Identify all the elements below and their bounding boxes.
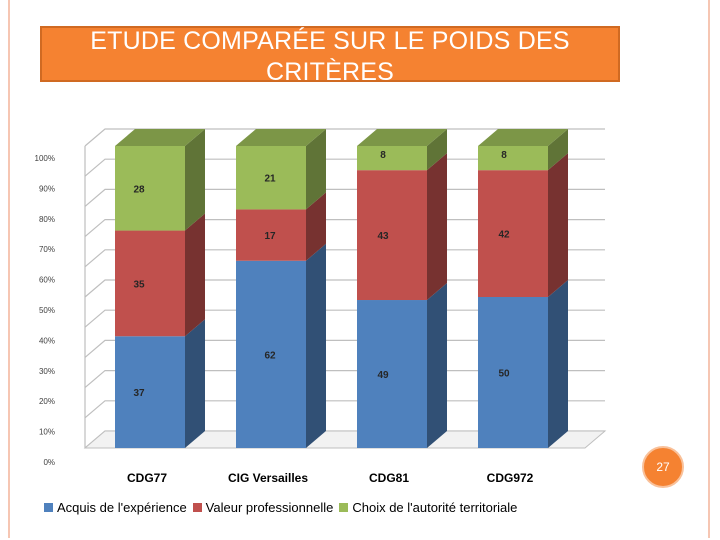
bar-segment [478,146,548,171]
data-label: 49 [377,370,389,381]
bar-segment [236,209,306,261]
plot-walls [85,129,605,448]
bar-top-face [115,129,205,146]
chart-legend: Acquis de l'expérience Valeur profession… [44,498,523,516]
bar-top-face [478,129,568,146]
bar-segment [115,146,185,231]
data-label: 35 [133,279,145,290]
bar-segment-side [185,129,205,231]
bar-segment [236,146,306,210]
slide-border [8,0,710,538]
bar-segment-side [306,243,326,448]
y-tick-label: 40% [39,336,55,345]
y-tick-label: 50% [39,306,55,315]
slide-title: ETUDE COMPARÉE SUR LE POIDS DES CRITÈRES [90,27,570,86]
data-label: 43 [377,231,389,242]
legend-label-valeur: Valeur professionnelle [205,499,334,515]
data-label: 37 [133,388,145,399]
x-category-label: CDG77 [127,471,167,485]
data-label: 28 [133,184,145,195]
bar-segment [115,336,185,448]
data-label: 17 [264,231,276,242]
bar-segment [478,170,548,297]
data-label: 8 [501,150,507,161]
bar-segment [357,300,427,448]
bar-top-face [357,129,447,146]
y-tick-label: 80% [39,215,55,224]
bar-segment [357,146,427,171]
data-label: 42 [498,230,510,241]
bar-segment-side [306,192,326,261]
bar-top-face [236,129,326,146]
legend-swatch-choix [339,502,349,512]
bar-segment-side [548,129,568,171]
data-label: 50 [498,369,510,380]
bar-segment [478,297,548,448]
bar-segment [236,260,306,448]
legend-label-experience: Acquis de l'expérience [57,499,187,515]
legend-swatch-experience [44,502,53,512]
y-tick-label: 60% [39,276,55,285]
legend-item-choix: Choix de l'autorité territoriale [339,500,517,515]
data-label: 21 [264,174,276,185]
y-tick-label: 30% [39,367,55,376]
bar-segment-side [427,129,447,171]
bar-segment-side [548,153,568,297]
legend-swatch-valeur [192,502,202,512]
x-category-label: CDG81 [369,471,409,485]
bar-segment [357,170,427,301]
y-tick-label: 100% [35,154,55,163]
bar-segment-side [427,283,447,448]
bar-segment [115,230,185,337]
data-label: 8 [380,150,386,161]
legend-item-experience: Acquis de l'expérience [44,500,187,515]
data-label: 62 [264,350,276,361]
title-box [40,26,620,82]
bar-segment-side [185,319,205,448]
x-category-label: CDG972 [487,471,534,485]
x-category-label: CIG Versailles [228,471,308,485]
bar-segment-side [306,129,326,210]
y-tick-label: 0% [43,458,55,467]
y-tick-label: 10% [39,428,55,437]
bar-segment-side [427,153,447,301]
y-tick-label: 20% [39,397,55,406]
bar-segment-side [548,280,568,448]
y-tick-label: 70% [39,245,55,254]
bar-segment-side [185,213,205,337]
y-tick-label: 90% [39,184,55,193]
legend-label-choix: Choix de l'autorité territoriale [352,499,518,515]
slide-number-badge: 27 [642,446,684,488]
legend-item-valeur: Valeur professionnelle [192,499,334,515]
